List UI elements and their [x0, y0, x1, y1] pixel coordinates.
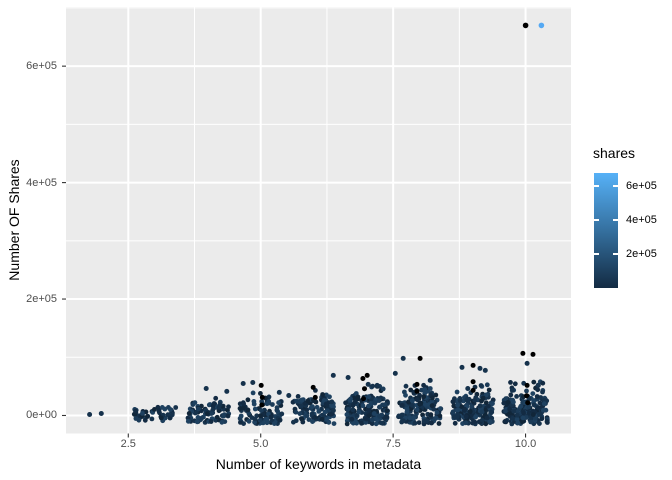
legend-tick-label: 2e+05: [626, 247, 657, 260]
y-tick-label: 2e+05: [26, 293, 57, 306]
y-tick-label: 4e+05: [26, 176, 57, 189]
legend-colorbar: [594, 173, 618, 288]
x-tick-label: 7.5: [385, 438, 401, 450]
y-tick-label: 0e+00: [26, 409, 57, 422]
plot-panel: [66, 7, 571, 434]
legend-colorbar-tick: [594, 218, 599, 221]
legend-tick-label: 4e+05: [626, 213, 657, 226]
legend-colorbar-tick: [613, 184, 618, 187]
x-tick-label: 2.5: [120, 438, 136, 450]
x-tick-label: 10.0: [514, 438, 537, 450]
legend-title: shares: [593, 145, 636, 161]
legend-tick-label: 6e+05: [626, 179, 657, 192]
y-tick-label: 6e+05: [26, 60, 57, 73]
x-axis-title: Number of keywords in metadata: [215, 456, 422, 472]
axis-tick-marks: [62, 65, 527, 438]
legend-colorbar-tick: [613, 218, 618, 221]
scatter-points: [87, 350, 550, 427]
legend-colorbar-tick: [594, 184, 599, 187]
outlier-points: [522, 22, 545, 29]
x-tick-label: 5.0: [253, 438, 269, 450]
gridlines-major: [66, 7, 571, 434]
y-axis-title: Number OF Shares: [6, 159, 22, 281]
gridlines-minor: [66, 7, 571, 434]
legend-shares: shares 2e+05 4e+05 6e+05: [586, 140, 672, 320]
legend-colorbar-tick: [594, 252, 599, 255]
legend-colorbar-tick: [613, 252, 618, 255]
